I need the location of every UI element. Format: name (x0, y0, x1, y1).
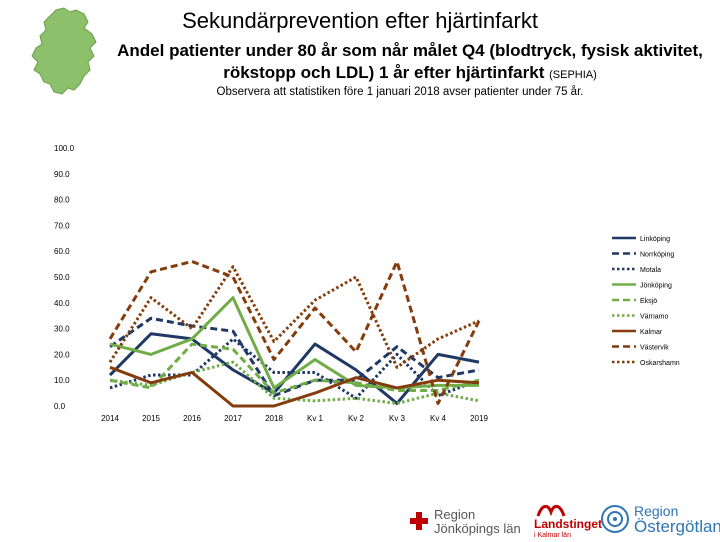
legend-label: Oskarshamn (640, 360, 680, 367)
x-tick-label: Kv 2 (348, 414, 365, 423)
legend-label: Jönköping (640, 283, 672, 290)
series-line (109, 365, 480, 408)
legend-label: Kalmar (640, 329, 663, 336)
logo2-line1: Landstinget (534, 517, 602, 531)
page-title: Sekundärprevention efter hjärtinfarkt (182, 8, 538, 33)
x-tick-label: Kv 4 (430, 414, 447, 423)
series-line (109, 296, 479, 390)
region-jonkoping-logo: Region Jönköpings län (434, 508, 521, 536)
x-tick-label: 2017 (224, 414, 242, 423)
x-tick-label: 2018 (265, 414, 283, 423)
legend-label: Linköping (640, 236, 670, 243)
logo3-line1: Region (634, 503, 679, 519)
series-line (108, 265, 480, 369)
x-tick-label: Kv 3 (389, 414, 406, 423)
subtitle-source: (SEPHIA) (549, 69, 597, 81)
y-tick-label: 10.0 (54, 376, 70, 385)
y-tick-label: 30.0 (54, 325, 70, 334)
series-line (109, 342, 480, 395)
legend-label: Västervik (640, 345, 669, 352)
y-tick-label: 40.0 (54, 299, 70, 308)
subtitle-main: Andel patienter under 80 år som når måle… (117, 41, 703, 82)
x-tick-label: 2019 (470, 414, 488, 423)
region-ostergotland-logo-icon (601, 505, 629, 533)
footer-logos: Region Jönköpings län Landstinget i Kalm… (0, 496, 720, 540)
landstinget-kalmar-logo-icon (536, 505, 566, 517)
x-tick-label: 2014 (101, 414, 119, 423)
logo1-line1: Region (434, 507, 476, 522)
y-tick-label: 50.0 (54, 273, 70, 282)
logo1-line2: Jönköpings län (434, 521, 521, 536)
page-subtitle: Andel patienter under 80 år som når måle… (110, 40, 710, 86)
y-tick-label: 90.0 (54, 170, 70, 179)
county-map-logo (31, 7, 97, 95)
y-tick-label: 20.0 (54, 350, 70, 359)
region-jonkoping-logo-icon (410, 512, 428, 530)
logo3-line2: Östergötland (634, 517, 720, 536)
y-tick-label: 100.0 (54, 144, 75, 153)
series-line (108, 332, 480, 405)
y-tick-label: 80.0 (54, 196, 70, 205)
line-chart: 0.0 10.0 20.0 30.0 40.0 50.0 60.0 70.0 80.0 90.0 1… (54, 144, 680, 423)
legend-label: Eksjö (640, 298, 657, 305)
series-line (108, 260, 481, 405)
legend-label: Motala (640, 267, 661, 274)
y-tick-label: 70.0 (54, 221, 70, 230)
y-tick-label: 60.0 (54, 247, 70, 256)
region-ostergotland-logo: Region Östergötland (634, 503, 720, 536)
logo2-line2: i Kalmar län (534, 532, 571, 539)
map-shape (31, 7, 97, 95)
y-tick-label: 0.0 (54, 402, 66, 411)
x-tick-label: 2016 (183, 414, 201, 423)
landstinget-kalmar-logo: Landstinget i Kalmar län (534, 518, 602, 542)
legend-label: Värnamo (640, 314, 669, 321)
legend-label: Norrköping (640, 252, 674, 259)
x-tick-label: 2015 (142, 414, 160, 423)
page-note: Observera att statistiken före 1 januari… (216, 86, 584, 98)
x-tick-label: Kv 1 (307, 414, 324, 423)
